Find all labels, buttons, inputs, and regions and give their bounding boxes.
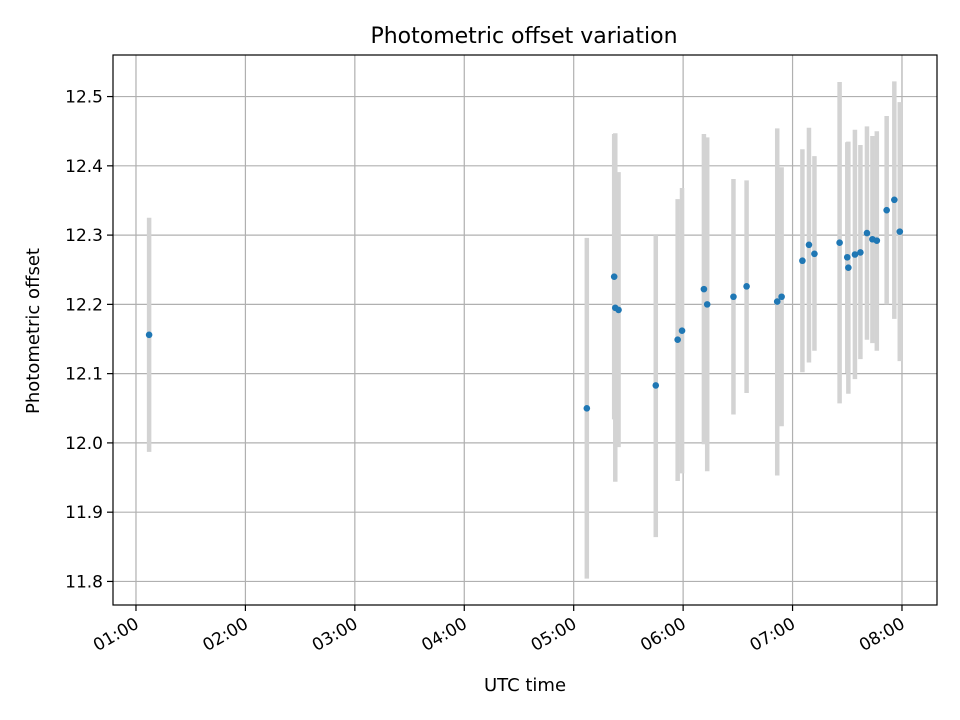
plot-frame (112, 54, 938, 606)
y-tick-label: 12.0 (65, 434, 103, 454)
x-tick-label: 05:00 (528, 614, 580, 656)
data-point (845, 264, 852, 271)
y-tick-label: 12.3 (65, 226, 103, 246)
data-point (896, 228, 904, 235)
y-tick-label: 12.2 (65, 295, 103, 315)
data-point (615, 306, 622, 314)
data-point (743, 283, 750, 290)
x-axis-label: UTC time (484, 675, 566, 696)
y-axis-label: Photometric offset (23, 248, 44, 414)
data-point (583, 404, 591, 412)
data-point (678, 327, 686, 334)
x-axis: 01:00 02:00 03:00 04:00 05:00 06:00 07:00 08:00 (90, 605, 908, 656)
x-tick-label: 06:00 (637, 614, 689, 656)
y-tick-label: 12.4 (65, 157, 103, 177)
data-point (674, 336, 681, 343)
data-point (836, 239, 843, 247)
y-tick-label: 12.5 (65, 88, 103, 108)
x-tick-label: 04:00 (418, 614, 470, 656)
data-point (799, 257, 806, 265)
data-point (703, 301, 711, 308)
x-tick-label: 03:00 (309, 614, 361, 656)
data-point (805, 241, 813, 249)
data-point (778, 293, 785, 301)
y-tick-label: 12.1 (65, 365, 103, 385)
data-point (773, 298, 781, 305)
data-points (145, 196, 904, 412)
data-point (610, 273, 618, 280)
data-point (730, 293, 737, 301)
y-tick-label: 11.8 (65, 572, 103, 592)
error-bars (146, 81, 903, 579)
data-point (851, 251, 859, 258)
data-point (857, 249, 864, 256)
data-point (811, 250, 818, 258)
data-point (843, 253, 851, 261)
data-point (652, 382, 660, 389)
data-point (883, 206, 890, 214)
data-point (700, 285, 708, 293)
x-tick-label: 01:00 (90, 614, 142, 656)
y-axis: 11.8 11.9 12.0 12.1 12.2 12.3 12.4 12.5 (65, 88, 113, 592)
data-point (873, 237, 881, 244)
data-point (891, 196, 898, 204)
data-point (145, 331, 153, 339)
x-tick-label: 07:00 (747, 614, 799, 656)
y-tick-label: 11.9 (65, 503, 103, 523)
x-tick-label: 08:00 (856, 614, 908, 656)
data-point (863, 229, 871, 237)
x-tick-label: 02:00 (199, 614, 251, 656)
chart-title: Photometric offset variation (370, 24, 677, 49)
